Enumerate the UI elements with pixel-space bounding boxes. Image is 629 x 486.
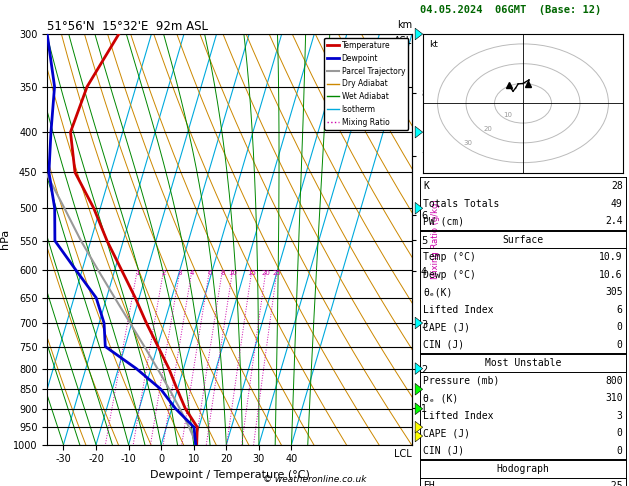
Text: LCL: LCL <box>394 449 412 459</box>
Text: 20: 20 <box>262 270 270 277</box>
Text: 30: 30 <box>463 140 472 146</box>
Text: Temp (°C): Temp (°C) <box>423 252 476 262</box>
Text: 305: 305 <box>605 287 623 297</box>
Text: © weatheronline.co.uk: © weatheronline.co.uk <box>263 474 366 484</box>
Text: Lifted Index: Lifted Index <box>423 411 494 420</box>
Text: CIN (J): CIN (J) <box>423 340 464 349</box>
Text: km: km <box>397 20 412 30</box>
Text: θₑ(K): θₑ(K) <box>423 287 453 297</box>
Text: 10.9: 10.9 <box>599 252 623 262</box>
Text: Most Unstable: Most Unstable <box>485 358 561 368</box>
Text: Surface: Surface <box>503 235 543 244</box>
Text: 1: 1 <box>135 270 140 277</box>
Text: 4: 4 <box>190 270 194 277</box>
Text: 2.4: 2.4 <box>605 216 623 226</box>
Text: 3: 3 <box>177 270 182 277</box>
Text: 0: 0 <box>617 340 623 349</box>
Text: PW (cm): PW (cm) <box>423 216 464 226</box>
Y-axis label: hPa: hPa <box>0 229 10 249</box>
Text: kt: kt <box>429 40 438 49</box>
Text: CAPE (J): CAPE (J) <box>423 322 470 332</box>
Text: 310: 310 <box>605 393 623 403</box>
Text: K: K <box>423 181 429 191</box>
Text: Hodograph: Hodograph <box>496 464 550 474</box>
Text: CIN (J): CIN (J) <box>423 446 464 455</box>
Text: 49: 49 <box>611 199 623 208</box>
Text: 6: 6 <box>617 305 623 314</box>
Text: 0: 0 <box>617 428 623 438</box>
Text: Totals Totals: Totals Totals <box>423 199 499 208</box>
Text: 6: 6 <box>207 270 212 277</box>
X-axis label: Dewpoint / Temperature (°C): Dewpoint / Temperature (°C) <box>150 470 309 480</box>
Text: 0: 0 <box>617 446 623 455</box>
Text: 20: 20 <box>483 126 492 132</box>
Text: -25: -25 <box>605 482 623 486</box>
Text: 800: 800 <box>605 376 623 385</box>
Text: Lifted Index: Lifted Index <box>423 305 494 314</box>
Text: 10: 10 <box>228 270 237 277</box>
Text: EH: EH <box>423 482 435 486</box>
Text: 3: 3 <box>617 411 623 420</box>
Text: Dewp (°C): Dewp (°C) <box>423 270 476 279</box>
Text: 25: 25 <box>272 270 281 277</box>
Text: 10: 10 <box>503 112 512 118</box>
Text: 04.05.2024  06GMT  (Base: 12): 04.05.2024 06GMT (Base: 12) <box>420 5 601 15</box>
Text: Pressure (mb): Pressure (mb) <box>423 376 499 385</box>
Text: θₑ (K): θₑ (K) <box>423 393 459 403</box>
Text: 15: 15 <box>247 270 256 277</box>
Text: 0: 0 <box>617 322 623 332</box>
Text: 28: 28 <box>611 181 623 191</box>
Text: CAPE (J): CAPE (J) <box>423 428 470 438</box>
Text: 51°56'N  15°32'E  92m ASL: 51°56'N 15°32'E 92m ASL <box>47 20 208 33</box>
Text: ASL: ASL <box>394 36 412 46</box>
Legend: Temperature, Dewpoint, Parcel Trajectory, Dry Adiabat, Wet Adiabat, Isotherm, Mi: Temperature, Dewpoint, Parcel Trajectory… <box>324 38 408 130</box>
Text: 2: 2 <box>162 270 166 277</box>
Text: 10.6: 10.6 <box>599 270 623 279</box>
Text: Mixing Ratio (g/kg): Mixing Ratio (g/kg) <box>431 200 440 279</box>
Text: 8: 8 <box>220 270 225 277</box>
